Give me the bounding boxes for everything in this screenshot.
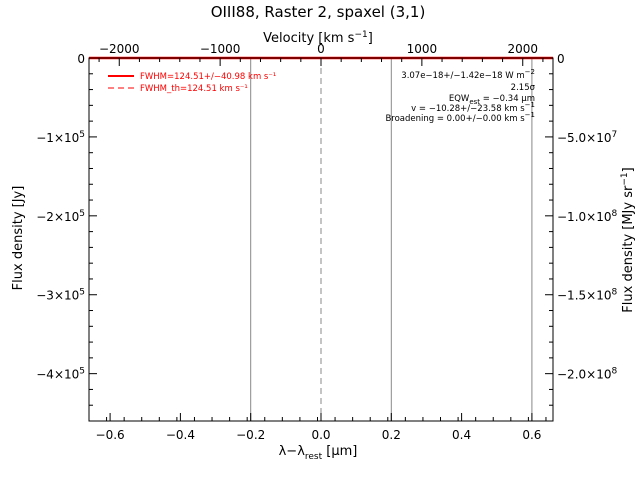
y2-tick-label: 0 [557,52,565,66]
x-axis-label: λ−λrest [μm] [279,444,358,462]
x2-tick-label: 1000 [407,42,438,56]
broadening-annotation: Broadening = 0.00+/−0.00 km s−1 [385,111,535,124]
y-tick-label: −3×105 [36,288,85,303]
y2-tick-label: −5.0×107 [557,130,617,145]
chart-title: OIII88, Raster 2, spaxel (3,1) [211,3,426,21]
fit-annotations: 3.07e−18+/−1.42e−18 W m−2 2.15σ EQWest =… [385,68,535,124]
legend: FWHM=124.51+/−40.98 km s⁻¹ FWHM_th=124.5… [108,72,276,94]
x2-tick-label: −1000 [200,42,241,56]
axis-ticks: −0.6 −0.4 −0.2 0.0 0.2 0.4 0.6 −2000 −1000 0 1000 2… [36,42,617,442]
velocity-annotation: v = −10.28+/−23.58 km s−1 [411,101,535,114]
flux-annotation: 3.07e−18+/−1.42e−18 W m−2 [401,68,535,81]
legend-fwhm-label: FWHM=124.51+/−40.98 km s⁻¹ [140,72,276,82]
x2-tick-label: 2000 [507,42,538,56]
x-tick-label: 0.0 [311,428,330,442]
x-tick-label: −0.6 [96,428,125,442]
legend-fwhm-th-label: FWHM_th=124.51 km s⁻¹ [140,84,248,94]
right-axis-label: Flux density [MJy sr−1] [620,167,636,312]
y-tick-label: 0 [77,52,85,66]
x-tick-label: 0.6 [522,428,541,442]
x-tick-label: 0.4 [452,428,471,442]
x2-tick-label: −2000 [99,42,140,56]
x2-tick-label: 0 [317,42,325,56]
y-tick-label: −1×105 [36,130,85,145]
eqw-annotation: EQWest = −0.34 μm [449,94,535,106]
y2-tick-label: −1.0×108 [557,209,617,224]
marker-lines [250,58,533,421]
y2-tick-label: −1.5×108 [557,288,617,303]
x-tick-label: 0.2 [382,428,401,442]
x-tick-label: −0.2 [236,428,265,442]
y-tick-label: −2×105 [36,209,85,224]
y2-tick-label: −2.0×108 [557,367,617,382]
x-tick-label: −0.4 [166,428,195,442]
top-axis-label: Velocity [km s−1] [263,30,373,46]
y-axis-label: Flux density [Jy] [11,186,26,291]
y-tick-label: −4×105 [36,367,85,382]
sigma-annotation: 2.15σ [511,83,536,93]
